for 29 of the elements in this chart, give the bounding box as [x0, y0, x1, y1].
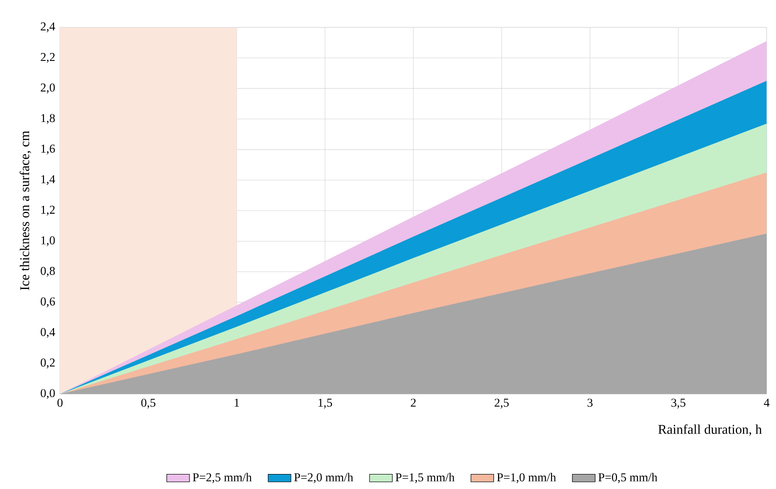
x-tick-label: 3,5: [671, 398, 686, 409]
y-tick-label: 0,4: [40, 328, 56, 338]
y-tick-label: 2,0: [40, 84, 55, 94]
legend-label: P=0,5 mm/h: [598, 473, 658, 484]
x-tick-label: 0: [57, 398, 63, 408]
x-tick-label: 4: [764, 398, 770, 407]
y-axis-title: Ice thickness on a surface, cm: [20, 131, 32, 290]
legend-label: P=2,5 mm/h: [192, 473, 252, 484]
y-tick-label: 0,8: [40, 267, 55, 277]
x-tick-label: 2: [410, 398, 416, 407]
y-tick-label: 0,0: [40, 389, 55, 400]
legend-label: P=2,0 mm/h: [294, 473, 354, 484]
y-tick-label: 0,6: [40, 298, 55, 308]
x-tick-label: 3: [588, 398, 593, 407]
legend-label: P=1,0 mm/h: [497, 473, 556, 484]
x-tick-label: 2,5: [494, 398, 509, 409]
y-tick-label: 1,2: [41, 206, 55, 216]
y-tick-label: 1,8: [41, 114, 55, 124]
x-tick-label: 1,5: [318, 398, 332, 409]
y-tick-label: 0,2: [40, 358, 55, 369]
x-axis-title: Rainfall duration, h: [658, 424, 762, 436]
x-tick-label: 0,5: [141, 398, 156, 409]
y-tick-label: 1,0: [41, 236, 55, 246]
y-tick-label: 1,6: [41, 144, 55, 155]
y-tick-label: 1,4: [41, 175, 56, 186]
y-tick-label: 2,2: [40, 53, 55, 63]
y-tick-label: 2,4: [40, 22, 56, 32]
x-tick-label: 1: [234, 398, 239, 407]
legend-label: P=1,5 mm/h: [396, 473, 455, 484]
